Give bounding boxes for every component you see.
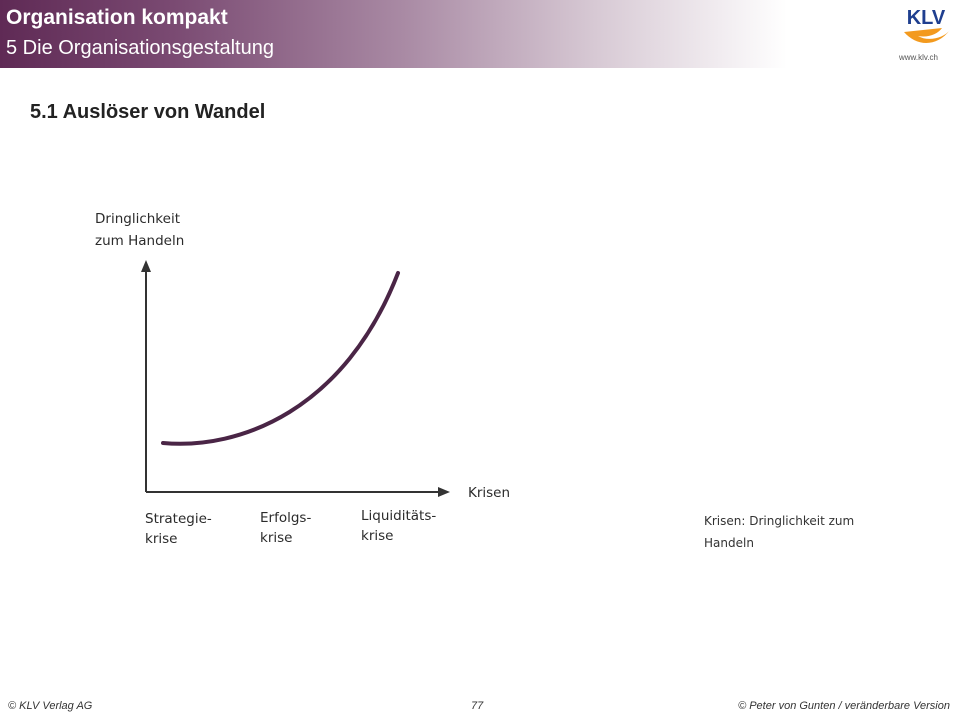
figure-caption: Krisen: Dringlichkeit zum Handeln [704, 510, 894, 554]
logo-url: www.klv.ch [899, 53, 938, 62]
caption-line2: Handeln [704, 536, 754, 550]
urgency-curve [161, 271, 400, 446]
urgency-crisis-diagram: Dringlichkeit zum Handeln Krisen Strateg… [95, 211, 510, 547]
category-erfolgskrise-line2: krise [260, 530, 292, 546]
presentation-title: Organisation kompakt [6, 6, 228, 29]
x-axis-label: Krisen [468, 485, 510, 501]
header-banner: Organisation kompakt 5 Die Organisations… [0, 0, 960, 68]
section-title: 5.1 Auslöser von Wandel [30, 101, 266, 123]
logo-text: KLV [907, 7, 946, 29]
klv-logo: KLV [904, 7, 950, 43]
category-erfolgskrise-line1: Erfolgs- [260, 510, 311, 526]
page-number: 77 [471, 700, 484, 712]
logo-swoosh [904, 28, 950, 43]
category-strategiekrise-line1: Strategie- [145, 511, 212, 527]
y-axis-arrowhead [141, 260, 151, 272]
footer-copyright-author: © Peter von Gunten / veränderbare Versio… [738, 700, 950, 712]
y-axis-label-line2: zum Handeln [95, 233, 184, 249]
category-strategiekrise-line2: krise [145, 531, 177, 547]
category-liquiditaetskrise-line1: Liquiditäts- [361, 508, 436, 524]
chapter-subtitle: 5 Die Organisationsgestaltung [6, 37, 274, 59]
x-axis-arrowhead [438, 487, 450, 497]
category-liquiditaetskrise-line2: krise [361, 528, 393, 544]
footer-copyright-publisher: © KLV Verlag AG [8, 700, 93, 712]
caption-line1: Krisen: Dringlichkeit zum [704, 514, 855, 528]
y-axis-label-line1: Dringlichkeit [95, 211, 180, 227]
